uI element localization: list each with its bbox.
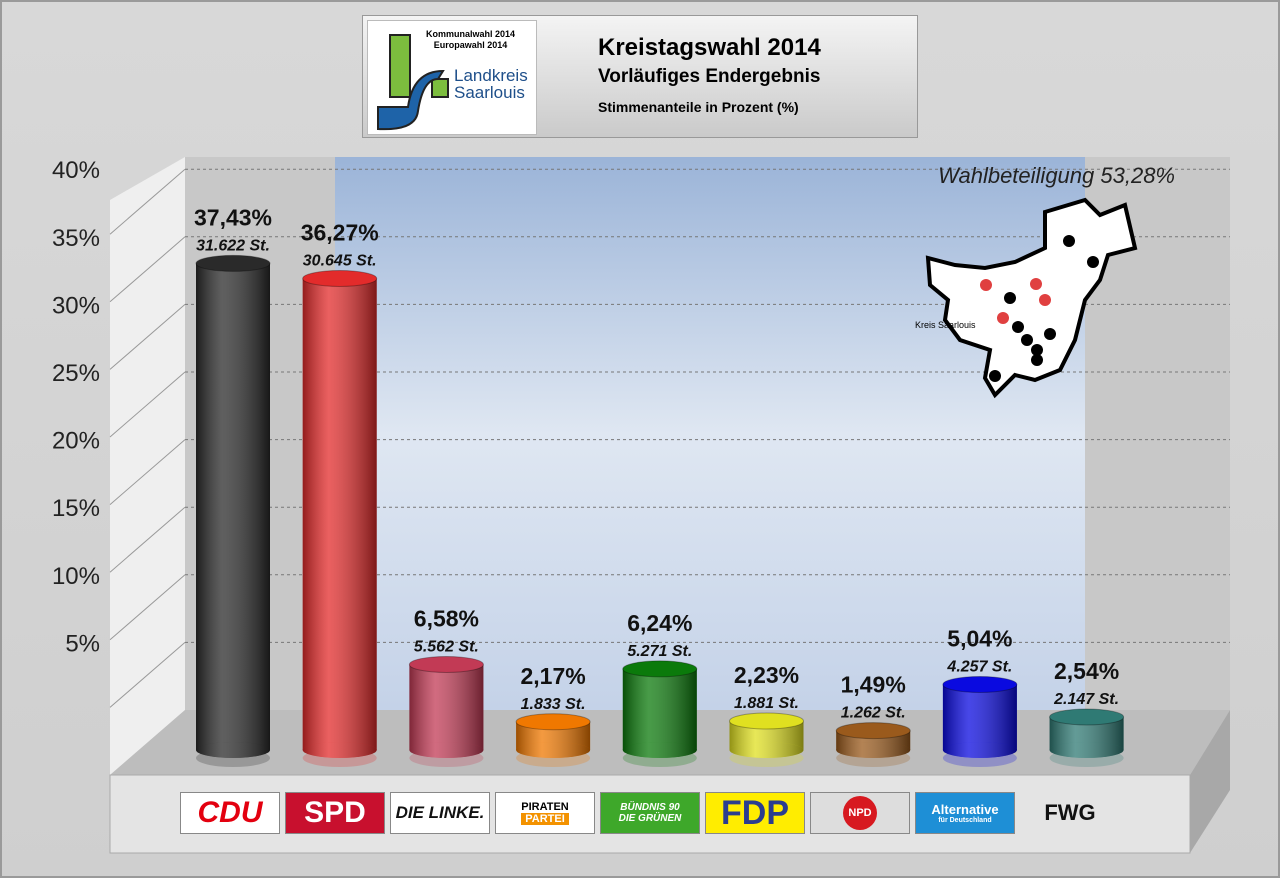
y-tick-label: 40% xyxy=(52,157,100,184)
value-label: 2,17% xyxy=(520,663,585,689)
bar-fwg: 2,54% 2.147 St. xyxy=(1049,658,1125,767)
bar-shade xyxy=(942,684,1017,750)
bar-top xyxy=(1049,708,1125,726)
votes-label: 5.271 St. xyxy=(627,643,692,660)
legend-cdu: CDU xyxy=(180,792,280,834)
gridline-side xyxy=(109,506,186,573)
legend-gruene: BÜNDNIS 90 xyxy=(620,802,680,813)
bar-bottom-shade xyxy=(622,742,697,758)
bar-fdp: 2,23% 1.881 St. xyxy=(729,662,804,767)
bar-top xyxy=(622,660,698,678)
district-map: Kreis Saarlouis xyxy=(915,197,1138,399)
value-label: 5,04% xyxy=(947,625,1012,651)
legend-linke: DIE LINKE. xyxy=(390,792,490,834)
value-label: 1,49% xyxy=(841,672,906,698)
bar-bottom-shade xyxy=(836,742,911,758)
bar-top xyxy=(942,675,1018,693)
gridline-side xyxy=(109,371,186,438)
gridline-side xyxy=(109,642,186,708)
turnout-annotation: Wahlbeteiligung 53,28% xyxy=(938,163,1175,188)
y-tick-label: 25% xyxy=(52,360,100,387)
votes-label: 30.645 St. xyxy=(303,252,377,269)
chart-subtitle: Vorläufiges Endergebnis xyxy=(598,66,821,87)
value-label: 6,58% xyxy=(414,605,479,631)
y-tick-label: 15% xyxy=(52,495,100,522)
party-legend: CDU SPD DIE LINKE. PIRATEN PARTEI BÜNDNIS… xyxy=(180,792,1120,834)
votes-label: 1.262 St. xyxy=(841,705,906,722)
legend-piraten: PIRATEN xyxy=(521,801,569,813)
left-wall xyxy=(110,157,185,775)
bar-bottom-shade xyxy=(1049,742,1124,758)
legend-fdp: FDP xyxy=(705,792,805,834)
y-tick-label: 20% xyxy=(52,428,100,455)
bar-top xyxy=(302,269,378,287)
bar-b-ndnis-die-gr-nen: 6,24% 5.271 St. xyxy=(622,610,698,767)
chart-title: Kreistagswahl 2014 xyxy=(598,34,821,61)
bar-bottom-shade xyxy=(196,742,270,758)
title-box: Kommunalwahl 2014 Europawahl 2014 Landkre… xyxy=(362,15,918,138)
votes-label: 5.562 St. xyxy=(414,638,479,655)
legend-npd: NPD xyxy=(843,796,877,830)
value-label: 36,27% xyxy=(301,219,379,245)
gridline-side xyxy=(109,574,186,641)
legend-afd: Alternative xyxy=(931,802,999,817)
value-label: 2,23% xyxy=(734,662,799,688)
bar-shade xyxy=(622,668,697,750)
gridline-side xyxy=(109,168,186,235)
sky-background xyxy=(335,157,1085,710)
votes-label: 1.833 St. xyxy=(521,696,586,713)
landkreis-logo: Kommunalwahl 2014 Europawahl 2014 Landkre… xyxy=(367,20,537,135)
gridline-side xyxy=(109,304,186,370)
bar-bottom-shade xyxy=(942,742,1017,758)
y-tick-label: 10% xyxy=(52,563,100,590)
votes-label: 4.257 St. xyxy=(946,658,1012,675)
gridline-side xyxy=(109,439,186,505)
bar-piraten-partei: 2,17% 1.833 St. xyxy=(515,663,591,767)
legend-spd: SPD xyxy=(285,792,385,834)
bar-bottom-shade xyxy=(729,742,804,758)
votes-label: 2.147 St. xyxy=(1053,691,1119,708)
bar-die-linke-: 6,58% 5.562 St. xyxy=(408,605,484,767)
gridline-side xyxy=(109,236,186,303)
legend-fwg: FWG xyxy=(1044,800,1096,825)
value-label: 2,54% xyxy=(1054,658,1119,684)
y-tick-label: 30% xyxy=(52,292,100,319)
bar-shade xyxy=(302,278,377,750)
bar-top xyxy=(835,722,911,740)
bar-npd: 1,49% 1.262 St. xyxy=(835,672,911,767)
bar-bottom-shade xyxy=(516,742,591,758)
votes-label: 31.622 St. xyxy=(196,237,270,254)
bar-alternative-f-r-deutschland: 5,04% 4.257 St. xyxy=(942,625,1018,767)
base-side xyxy=(1190,710,1230,853)
bar-bottom-shade xyxy=(409,742,484,758)
value-label: 37,43% xyxy=(194,204,272,230)
bar-top xyxy=(408,655,484,673)
y-tick-label: 35% xyxy=(52,225,100,252)
map-label: Kreis Saarlouis xyxy=(915,320,976,330)
bar-top xyxy=(729,712,804,730)
bar-top xyxy=(515,713,591,731)
chart-note: Stimmenanteile in Prozent (%) xyxy=(598,99,799,115)
bar-shade xyxy=(409,664,484,750)
bar-cdu: 37,43% 31.622 St. xyxy=(194,204,272,767)
bar-top xyxy=(195,254,271,272)
bar-shade xyxy=(196,263,270,750)
y-tick-label: 5% xyxy=(65,630,100,657)
bar-bottom-shade xyxy=(302,742,377,758)
bar-spd: 36,27% 30.645 St. xyxy=(301,219,379,767)
value-label: 6,24% xyxy=(627,610,692,636)
votes-label: 1.881 St. xyxy=(734,695,799,712)
